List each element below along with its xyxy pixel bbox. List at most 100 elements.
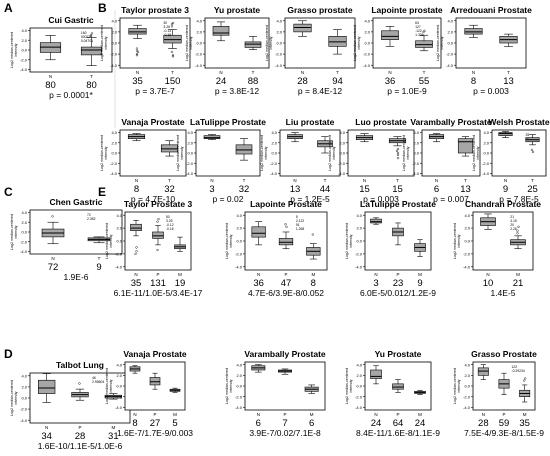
group-label: T <box>423 70 426 75</box>
y-axis-label-sub: intensity <box>457 234 461 247</box>
panel-welsh-prostate: Welsh Prostate4.02.00.0-2.0-4.0Log2 medi… <box>472 117 550 204</box>
y-tick-label: -4.0 <box>115 405 123 410</box>
y-tick-label: 2.0 <box>464 373 470 378</box>
y-tick-label: 0.0 <box>187 151 193 156</box>
iqr-box <box>131 224 142 230</box>
y-axis-label-sub: intensity <box>349 234 353 247</box>
y-tick-label: 4.0 <box>236 362 242 367</box>
group-label: N <box>482 412 485 417</box>
y-tick-label: -4.0 <box>363 63 371 68</box>
group-label: P <box>396 272 399 277</box>
y-tick-label: -4.0 <box>235 405 243 410</box>
p-value: p = 0.007 <box>433 194 469 204</box>
panel-title: Grasso Prostate <box>471 349 537 359</box>
group-label: N <box>472 70 475 75</box>
y-tick-label: 0.0 <box>483 151 489 156</box>
iqr-box <box>129 29 147 35</box>
iqr-box <box>371 370 382 379</box>
outlier-annotation: 10 <box>525 137 529 141</box>
y-tick-label: 4.0 <box>483 130 489 135</box>
panel-title: Lapointe prostate <box>371 5 443 15</box>
p-value: 1.6E-10/1.1E-5/1.0E-6 <box>38 441 123 451</box>
y-tick-label: -2.0 <box>110 52 118 57</box>
y-tick-label: 4.0 <box>271 130 277 135</box>
y-tick-label: 4.0 <box>464 362 470 367</box>
p-value: 1.4E-5 <box>490 288 515 298</box>
y-tick-label: 4.0 <box>116 362 122 367</box>
p-value: 8.4E-11/1.6E-8/1.1E-9 <box>356 428 440 438</box>
y-axis-label-sub: intensity <box>104 146 108 159</box>
group-label: T <box>531 178 534 183</box>
y-tick-label: -4.0 <box>20 67 28 72</box>
iqr-box <box>279 238 293 244</box>
y-tick-label: 0.0 <box>413 151 419 156</box>
group-label: T <box>336 70 339 75</box>
panel-lapointe-prostate: Lapointe prostate4.02.00.0-2.0-4.0Log2 m… <box>353 5 443 96</box>
y-tick-label: 0.0 <box>21 230 27 235</box>
group-label: M <box>178 272 182 277</box>
plot-frame <box>492 130 546 176</box>
y-tick-label: 2.0 <box>236 226 242 231</box>
y-tick-label: 2.0 <box>276 29 282 34</box>
y-tick-label: -4.0 <box>110 171 118 176</box>
group-label: N <box>374 412 377 417</box>
group-label: P <box>396 412 399 417</box>
group-label: N <box>134 272 137 277</box>
y-tick-label: 0.0 <box>111 151 117 156</box>
group-label: M <box>310 412 314 417</box>
group-label: M <box>311 272 315 277</box>
y-tick-label: 2.0 <box>271 140 277 145</box>
group-label: T <box>168 178 171 183</box>
group-label: P <box>156 272 159 277</box>
y-tick-label: 4.0 <box>356 362 362 367</box>
panel-title: Varambally Prostate <box>410 117 492 127</box>
iqr-box <box>204 136 220 139</box>
y-axis-label-sub: intensity <box>457 379 461 392</box>
y-tick-label: 4.0 <box>276 18 282 23</box>
iqr-box <box>245 42 261 48</box>
group-label: T <box>252 70 255 75</box>
panel-latulippe-prostate: LaTulippe Prostate4.02.00.0-2.0-4.0Log2 … <box>345 199 436 298</box>
p-value: p = 0.02 <box>213 194 244 204</box>
p-value: 4.7E-6/3.9E-8/0.052 <box>248 288 324 298</box>
y-tick-label: 4.0 <box>413 130 419 135</box>
y-tick-label: 0.0 <box>236 239 242 244</box>
y-tick-label: -4.0 <box>195 63 203 68</box>
y-tick-label: -2.0 <box>20 57 28 62</box>
y-tick-label: 2.0 <box>187 140 193 145</box>
iqr-box <box>236 145 252 154</box>
y-axis-label-sub: intensity <box>357 36 361 49</box>
group-label: N <box>435 178 438 183</box>
group-label: N <box>51 256 54 261</box>
y-tick-label: 4.0 <box>464 213 470 218</box>
group-label: T <box>396 178 399 183</box>
p-value: p = 0.003 <box>473 86 509 96</box>
y-axis-label-sub: intensity <box>264 146 268 159</box>
y-tick-label: -2.0 <box>115 394 123 399</box>
y-tick-label: -4.0 <box>482 171 490 176</box>
y-tick-label: -4.0 <box>20 418 28 423</box>
panel-latulippe-prostate: LaTulippe Prostate4.02.00.0-2.0-4.0Log2 … <box>176 117 266 204</box>
iqr-box <box>416 41 433 48</box>
p-value: 3.9E-7/0.02/7.1E-8 <box>249 428 321 438</box>
y-tick-label: 0.0 <box>447 41 453 46</box>
panel-title: Arredouani Prostate <box>450 5 532 15</box>
outlier-annotation: -0.16 <box>166 227 174 231</box>
group-label: N <box>301 70 304 75</box>
y-tick-label: 2.0 <box>21 38 27 43</box>
iqr-box <box>150 377 160 384</box>
group-label: P <box>502 412 505 417</box>
y-tick-label: 0.0 <box>339 151 345 156</box>
y-tick-label: 0.0 <box>356 384 362 389</box>
y-tick-label: 0.0 <box>21 48 27 53</box>
y-tick-label: 2.0 <box>364 29 370 34</box>
iqr-box <box>153 232 164 238</box>
iqr-box <box>329 36 347 46</box>
panel-title: Luo prostate <box>355 117 407 127</box>
iqr-box <box>213 26 229 35</box>
iqr-box <box>458 139 473 153</box>
panel-title: Welsh Prostate <box>488 117 550 127</box>
y-tick-label: -4.0 <box>186 171 194 176</box>
group-count: 9 <box>96 262 101 273</box>
